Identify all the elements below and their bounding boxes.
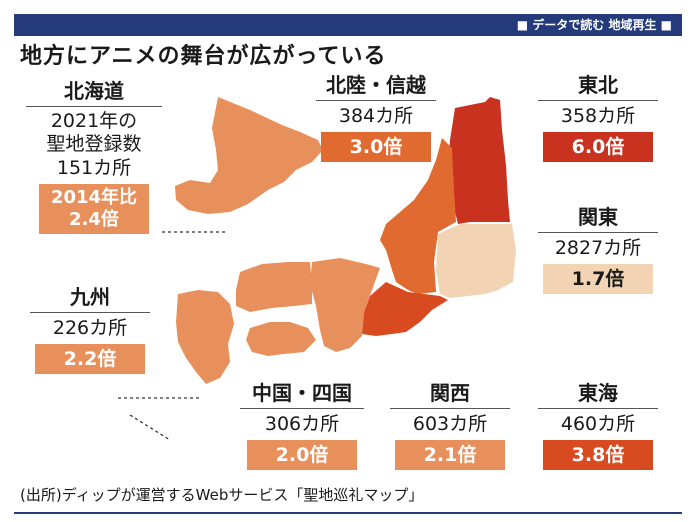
map-region-tohoku bbox=[448, 97, 510, 224]
card-kyushu-count: 226カ所 bbox=[52, 317, 128, 339]
card-hokkaido-name: 北海道 bbox=[64, 79, 124, 103]
card-divider bbox=[26, 106, 162, 107]
map-region-tokai bbox=[362, 282, 448, 336]
card-hokkaido-badge-line2: 2.4倍 bbox=[69, 209, 119, 230]
card-hokuriku: 北陸・信越 384カ所 3.0倍 bbox=[316, 72, 436, 162]
card-tohoku: 東北 358カ所 6.0倍 bbox=[538, 72, 658, 162]
card-kansai-badge: 2.1倍 bbox=[395, 440, 505, 470]
card-divider bbox=[538, 408, 658, 409]
card-kyushu: 九州 226カ所 2.2倍 bbox=[30, 284, 150, 374]
series-label: ■ データで読む 地域再生 ■ bbox=[516, 18, 672, 32]
series-header-bar: ■ データで読む 地域再生 ■ bbox=[14, 14, 682, 36]
card-divider bbox=[240, 408, 364, 409]
card-hokkaido-count: 151カ所 bbox=[56, 157, 132, 179]
card-divider bbox=[390, 408, 510, 409]
card-tohoku-count: 358カ所 bbox=[560, 105, 636, 127]
card-kanto-name: 関東 bbox=[578, 205, 618, 229]
card-chugoku-count: 306カ所 bbox=[264, 413, 340, 435]
map-region-shikoku bbox=[246, 322, 316, 356]
card-chugoku: 中国・四国 306カ所 2.0倍 bbox=[240, 380, 364, 470]
card-hokuriku-badge: 3.0倍 bbox=[321, 132, 431, 162]
card-hokkaido-badge-line1: 2014年比 bbox=[50, 187, 138, 208]
leader-line-okinawa-diag bbox=[129, 414, 171, 441]
card-divider bbox=[316, 100, 436, 101]
card-hokkaido: 北海道 2021年の 聖地登録数 151カ所 2014年比 2.4倍 bbox=[26, 78, 162, 234]
card-kansai: 関西 603カ所 2.1倍 bbox=[390, 380, 510, 470]
card-divider bbox=[538, 100, 658, 101]
card-kanto-count: 2827カ所 bbox=[554, 237, 642, 259]
source-note: (出所)ディップが運営するWebサービス「聖地巡礼マップ」 bbox=[20, 486, 424, 504]
bottom-rule bbox=[14, 512, 682, 514]
map-region-hokuriku bbox=[380, 138, 456, 294]
card-hokkaido-badge: 2014年比 2.4倍 bbox=[39, 184, 149, 234]
card-hokuriku-name: 北陸・信越 bbox=[326, 73, 426, 97]
card-kansai-count: 603カ所 bbox=[412, 413, 488, 435]
map-region-kyushu bbox=[176, 290, 234, 384]
card-tokai-name: 東海 bbox=[578, 381, 618, 405]
card-tohoku-badge: 6.0倍 bbox=[543, 132, 653, 162]
card-hokkaido-line1: 2021年の bbox=[50, 110, 138, 132]
card-tokai-badge: 3.8倍 bbox=[543, 440, 653, 470]
card-chugoku-name: 中国・四国 bbox=[252, 381, 352, 405]
map-region-kanto bbox=[436, 224, 516, 298]
card-tohoku-name: 東北 bbox=[578, 73, 618, 97]
card-divider bbox=[538, 232, 658, 233]
card-tokai: 東海 460カ所 3.8倍 bbox=[538, 380, 658, 470]
card-chugoku-badge: 2.0倍 bbox=[247, 440, 357, 470]
page-title: 地方にアニメの舞台が広がっている bbox=[20, 44, 387, 69]
card-hokkaido-line2: 聖地登録数 bbox=[46, 133, 142, 155]
card-tokai-count: 460カ所 bbox=[560, 413, 636, 435]
card-kansai-name: 関西 bbox=[430, 381, 470, 405]
card-kyushu-name: 九州 bbox=[70, 285, 110, 309]
card-divider bbox=[30, 312, 150, 313]
card-hokuriku-count: 384カ所 bbox=[338, 105, 414, 127]
map-region-kansai bbox=[310, 258, 380, 352]
card-kanto: 関東 2827カ所 1.7倍 bbox=[538, 204, 658, 294]
card-kyushu-badge: 2.2倍 bbox=[35, 344, 145, 374]
map-region-chugoku bbox=[236, 262, 312, 312]
card-kanto-badge: 1.7倍 bbox=[543, 264, 653, 294]
map-region-hokkaido bbox=[175, 97, 323, 214]
